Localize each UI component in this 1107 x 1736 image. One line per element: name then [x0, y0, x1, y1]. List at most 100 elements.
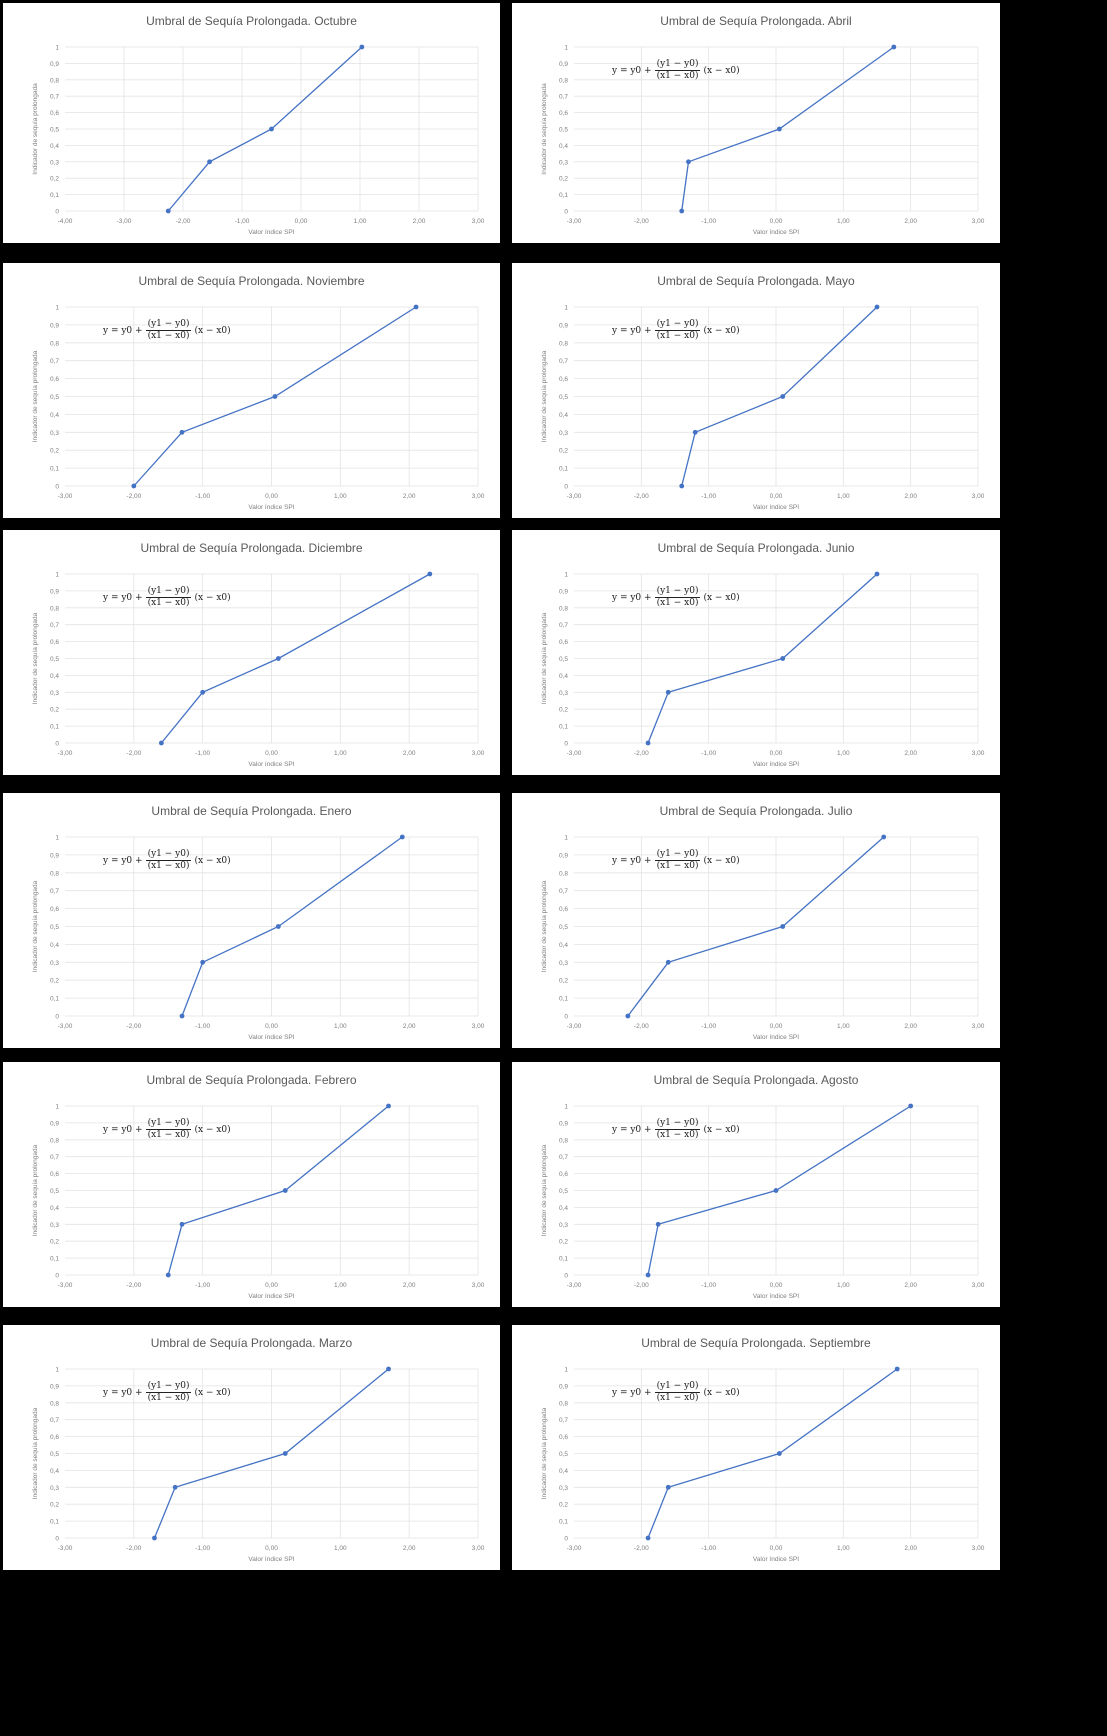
y-tick-label: 0,8: [559, 605, 568, 612]
y-tick-label: 0,2: [50, 448, 59, 455]
x-tick-label: 1,00: [354, 218, 367, 225]
y-axis-label: Indicador de sequía prolongada: [32, 350, 39, 442]
y-tick-label: 0,6: [50, 110, 59, 117]
y-tick-label: 0,3: [50, 690, 59, 697]
y-tick-label: 0,5: [559, 1188, 568, 1195]
y-tick-label: 1: [55, 835, 59, 842]
y-tick-label: 0,9: [50, 1383, 59, 1390]
y-axis-label: Indicador de sequía prolongada: [541, 880, 548, 972]
formula-lhs: y = y0 +: [612, 1387, 652, 1398]
data-point: [645, 1272, 651, 1278]
data-point: [645, 740, 651, 746]
x-tick-label: 3,00: [472, 750, 485, 757]
y-tick-label: 0: [55, 484, 59, 491]
formula-lhs: y = y0 +: [612, 65, 652, 76]
x-tick-label: 0,00: [265, 1282, 278, 1289]
y-axis-label: Indicador de sequía prolongada: [32, 83, 39, 175]
y-tick-label: 0,2: [50, 1239, 59, 1246]
data-point: [269, 126, 274, 132]
y-tick-label: 0,4: [50, 143, 59, 150]
y-tick-label: 0,6: [559, 1171, 568, 1178]
formula-annotation: y = y0 + (y1 − y0) (x1 − x0) (x − x0): [612, 319, 740, 342]
y-tick-label: 0,6: [559, 906, 568, 913]
y-axis-label: Indicador de sequía prolongada: [541, 350, 548, 442]
chart-panel: Umbral de Sequía Prolongada. Octubre 0 0,1…: [3, 3, 500, 243]
x-tick-label: -1,00: [195, 1545, 210, 1552]
x-tick-label: 2,00: [904, 1282, 917, 1289]
y-tick-label: 0,8: [50, 77, 59, 84]
formula-lhs: y = y0 +: [612, 855, 652, 866]
data-point: [427, 571, 433, 577]
x-axis-label: Valor índice SPI: [248, 504, 294, 511]
formula-fraction: (y1 − y0) (x1 − x0): [654, 586, 701, 609]
y-tick-label: 0,3: [559, 690, 568, 697]
y-tick-label: 0,1: [559, 192, 568, 199]
chart-panel: Umbral de Sequía Prolongada. Mayo 0 0,1 0,2…: [512, 263, 1000, 518]
x-tick-label: 1,00: [837, 1023, 850, 1030]
data-point: [359, 44, 365, 50]
y-tick-label: 0,3: [50, 1485, 59, 1492]
y-tick-label: 0: [564, 209, 568, 216]
formula-denominator: (x1 − x0): [147, 598, 190, 608]
formula-annotation: y = y0 + (y1 − y0) (x1 − x0) (x − x0): [612, 586, 740, 609]
x-tick-label: -1,00: [235, 218, 250, 225]
x-axis-label: Valor índice SPI: [248, 1556, 294, 1563]
x-tick-label: -3,00: [117, 218, 132, 225]
y-tick-label: 0,1: [50, 1256, 59, 1263]
x-tick-label: -2,00: [126, 750, 141, 757]
x-tick-label: 3,00: [972, 1282, 985, 1289]
x-tick-label: 0,00: [770, 750, 783, 757]
series-line: [681, 46, 895, 212]
chart-title: Umbral de Sequía Prolongada. Septiembre: [641, 1336, 871, 1350]
y-tick-label: 0,4: [559, 942, 568, 949]
series-line: [160, 573, 431, 744]
data-point: [275, 656, 281, 661]
x-tick-label: 0,00: [770, 493, 783, 500]
y-tick-label: 0,9: [50, 852, 59, 859]
x-tick-label: -3,00: [567, 750, 582, 757]
x-tick-label: -1,00: [701, 750, 716, 757]
y-tick-label: 0,3: [559, 159, 568, 166]
formula-rhs: (x − x0): [194, 855, 231, 866]
data-point: [282, 1451, 288, 1456]
x-tick-label: 0,00: [265, 493, 278, 500]
formula-numerator: (y1 − y0): [654, 586, 701, 598]
y-tick-label: 0: [564, 484, 568, 491]
formula-fraction: (y1 − y0) (x1 − x0): [145, 586, 192, 609]
x-tick-label: -4,00: [58, 218, 73, 225]
formula-denominator: (x1 − x0): [656, 861, 699, 871]
x-tick-label: 3,00: [972, 750, 985, 757]
y-tick-label: 1: [55, 1367, 59, 1374]
data-point: [179, 429, 185, 435]
x-tick-label: -1,00: [195, 1282, 210, 1289]
x-tick-label: 1,00: [334, 1282, 347, 1289]
chart-panel: Umbral de Sequía Prolongada. Marzo 0 0,1 0,…: [3, 1325, 500, 1570]
y-tick-label: 0,5: [50, 127, 59, 134]
formula-rhs: (x − x0): [194, 592, 231, 603]
y-tick-label: 0,7: [50, 888, 59, 895]
formula-numerator: (y1 − y0): [654, 1381, 701, 1393]
y-tick-label: 0,4: [50, 673, 59, 680]
x-tick-label: -1,00: [701, 493, 716, 500]
x-tick-label: 3,00: [472, 218, 485, 225]
data-point: [179, 1013, 185, 1019]
y-tick-label: 0,7: [559, 1417, 568, 1424]
y-tick-label: 0,4: [559, 1468, 568, 1475]
formula-fraction: (y1 − y0) (x1 − x0): [654, 319, 701, 342]
formula-numerator: (y1 − y0): [145, 319, 192, 331]
data-point: [780, 924, 786, 929]
formula-rhs: (x − x0): [703, 65, 740, 76]
y-tick-label: 1: [564, 1367, 568, 1374]
x-tick-label: 0,00: [265, 750, 278, 757]
x-tick-label: 1,00: [837, 218, 850, 225]
x-tick-label: -3,00: [567, 493, 582, 500]
y-tick-label: 1: [55, 305, 59, 312]
formula-fraction: (y1 − y0) (x1 − x0): [145, 319, 192, 342]
y-tick-label: 0,1: [50, 192, 59, 199]
y-tick-label: 0,4: [559, 412, 568, 419]
y-tick-label: 0,4: [559, 143, 568, 150]
data-point: [773, 1188, 779, 1193]
formula-lhs: y = y0 +: [612, 592, 652, 603]
x-tick-label: 0,00: [295, 218, 308, 225]
x-tick-label: 0,00: [770, 218, 783, 225]
